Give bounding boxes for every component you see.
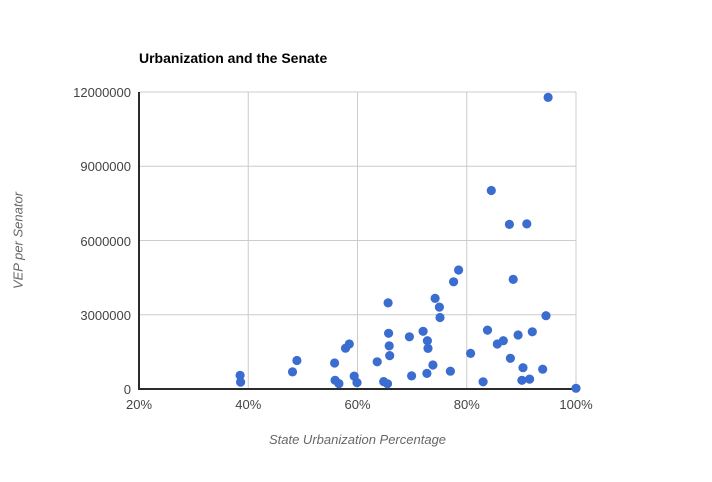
- data-point: [422, 336, 432, 346]
- x-tick-label-60%: 60%: [344, 397, 371, 412]
- data-point: [518, 363, 528, 373]
- y-tick-label-6000000: 6000000: [80, 233, 131, 249]
- data-point: [430, 293, 440, 303]
- data-point: [422, 368, 432, 378]
- y-tick-label-3000000: 3000000: [80, 307, 131, 323]
- data-point: [407, 371, 417, 381]
- data-point: [504, 219, 514, 229]
- data-point: [517, 375, 527, 385]
- data-point: [418, 326, 428, 336]
- x-tick-label-80%: 80%: [453, 397, 480, 412]
- chart-title: Urbanization and the Senate: [139, 50, 328, 66]
- x-tick-label-40%: 40%: [235, 397, 262, 412]
- data-point: [538, 364, 548, 374]
- data-point: [478, 377, 488, 387]
- data-point: [525, 374, 535, 384]
- data-point: [384, 341, 394, 351]
- x-tick-label-100%: 100%: [559, 397, 593, 412]
- y-tick-label-12000000: 12000000: [73, 85, 131, 100]
- data-point: [292, 355, 302, 366]
- data-point: [385, 351, 395, 361]
- data-point: [543, 92, 553, 102]
- data-point: [287, 367, 298, 377]
- data-point: [522, 219, 532, 229]
- data-point: [428, 360, 438, 370]
- data-point: [486, 185, 496, 196]
- data-point: [384, 328, 394, 338]
- data-point: [508, 274, 518, 284]
- data-point: [505, 353, 515, 363]
- data-point: [382, 379, 393, 389]
- data-point: [466, 348, 476, 358]
- data-point: [571, 383, 581, 393]
- data-point: [513, 330, 523, 340]
- data-point: [344, 339, 354, 349]
- data-point: [330, 358, 340, 368]
- data-point: [449, 277, 459, 287]
- data-point: [541, 311, 551, 321]
- data-point: [482, 325, 493, 335]
- data-point: [352, 378, 362, 388]
- data-point: [527, 327, 537, 337]
- data-point: [498, 336, 508, 346]
- data-point: [235, 370, 245, 380]
- y-axis-title: VEP per Senator: [10, 191, 26, 290]
- data-point: [372, 357, 382, 367]
- data-point: [454, 265, 464, 275]
- data-point: [423, 343, 433, 353]
- y-tick-label-0: 0: [123, 382, 131, 397]
- data-point: [236, 377, 246, 387]
- data-point: [445, 366, 455, 376]
- y-tick-label-9000000: 9000000: [80, 159, 131, 175]
- data-point: [435, 312, 445, 323]
- data-point: [383, 298, 393, 308]
- data-point: [434, 302, 444, 312]
- x-tick-label-20%: 20%: [125, 397, 153, 412]
- data-point: [334, 379, 344, 389]
- x-axis-title: State Urbanization Percentage: [268, 432, 447, 447]
- data-point: [404, 332, 414, 342]
